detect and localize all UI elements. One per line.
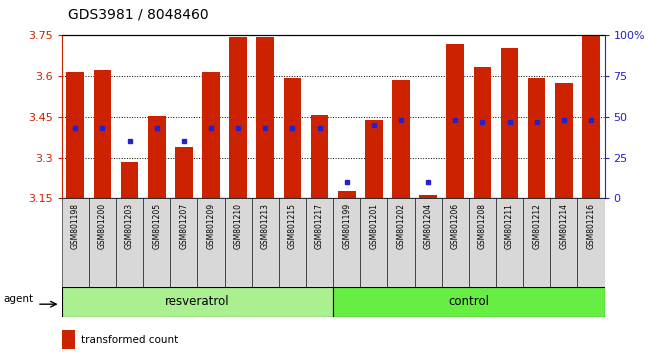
Bar [528,78,545,198]
Bar [415,198,442,287]
Text: GSM801200: GSM801200 [98,202,107,249]
Bar [338,192,356,198]
Text: GSM801209: GSM801209 [207,202,216,249]
Bar [283,78,301,198]
Text: GSM801205: GSM801205 [152,202,161,249]
Bar [474,67,491,198]
Text: GSM801202: GSM801202 [396,202,406,249]
Text: GSM801208: GSM801208 [478,202,487,249]
Text: GSM801203: GSM801203 [125,202,134,249]
Bar [62,198,89,287]
Bar [143,198,170,287]
Bar [116,198,143,287]
Bar [121,162,138,198]
Bar [229,37,247,198]
Bar [555,83,573,198]
Bar [198,198,225,287]
Text: GSM801207: GSM801207 [179,202,188,249]
Text: resveratrol: resveratrol [165,295,229,308]
Bar [279,198,306,287]
Text: GSM801213: GSM801213 [261,202,270,249]
Bar [175,147,192,198]
Text: GSM801217: GSM801217 [315,202,324,249]
Text: GSM801201: GSM801201 [369,202,378,249]
Text: control: control [448,295,489,308]
Bar [360,198,387,287]
Text: GDS3981 / 8048460: GDS3981 / 8048460 [68,7,209,21]
Bar [582,35,600,198]
Bar [306,198,333,287]
Bar [496,198,523,287]
Text: GSM801210: GSM801210 [233,202,242,249]
Bar [419,195,437,198]
Bar [447,44,464,198]
Text: GSM801215: GSM801215 [288,202,297,249]
Bar [89,198,116,287]
Bar [62,330,75,349]
Text: GSM801204: GSM801204 [424,202,433,249]
Text: GSM801199: GSM801199 [342,202,351,249]
Text: GSM801216: GSM801216 [586,202,595,249]
Bar [170,198,198,287]
Bar [225,198,252,287]
Bar [311,115,328,198]
Text: GSM801211: GSM801211 [505,202,514,249]
Bar [442,198,469,287]
Bar [94,70,111,198]
Bar [62,287,333,317]
Bar [387,198,415,287]
Text: GSM801198: GSM801198 [71,202,80,249]
Bar [469,198,496,287]
Text: GSM801212: GSM801212 [532,202,541,249]
Bar [252,198,279,287]
Text: agent: agent [3,294,33,304]
Text: GSM801214: GSM801214 [559,202,568,249]
Bar [257,37,274,198]
Text: GSM801206: GSM801206 [450,202,460,249]
Bar [550,198,577,287]
Bar [333,287,604,317]
Bar [333,198,360,287]
Bar [523,198,551,287]
Bar [148,116,166,198]
Bar [66,72,84,198]
Bar [365,120,383,198]
Text: transformed count: transformed count [81,335,178,345]
Bar [392,80,410,198]
Bar [500,47,518,198]
Bar [202,72,220,198]
Bar [577,198,605,287]
